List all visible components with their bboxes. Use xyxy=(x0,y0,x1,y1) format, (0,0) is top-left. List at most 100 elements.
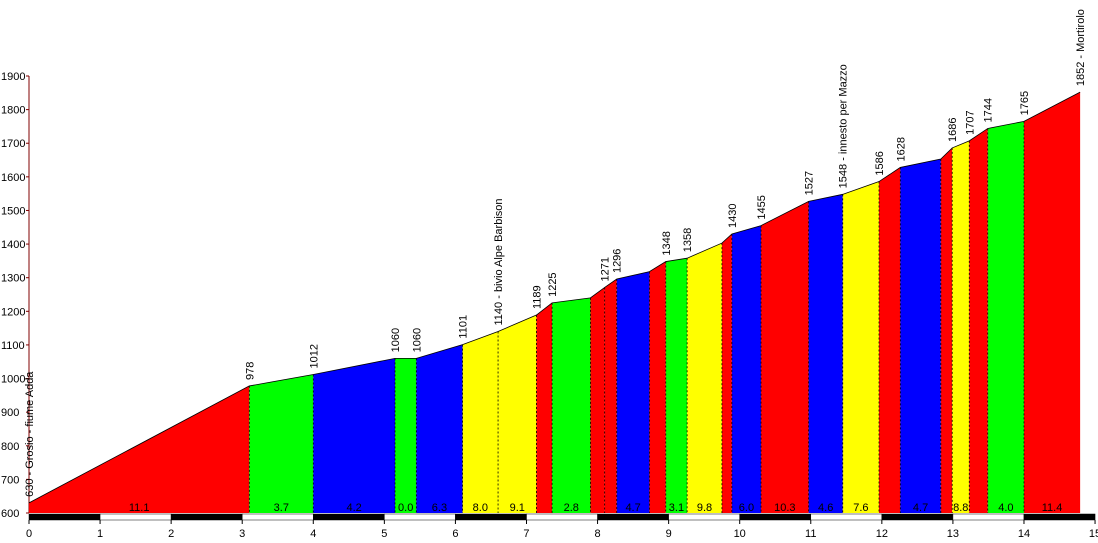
elevation-label: 1527 xyxy=(804,171,816,195)
y-tick-label: 1000 xyxy=(1,374,25,386)
grade-label: 6.0 xyxy=(739,502,754,514)
x-tick-label: 15 xyxy=(1089,528,1098,540)
segment xyxy=(878,167,901,514)
x-tick-label: 13 xyxy=(947,528,959,540)
grade-label: 4.7 xyxy=(625,502,640,514)
grade-label: 3.1 xyxy=(669,502,684,514)
segment xyxy=(900,159,941,513)
km-bar xyxy=(384,513,456,521)
elevation-label: 1225 xyxy=(547,272,559,296)
elevation-label: 1348 xyxy=(661,231,673,255)
segment xyxy=(969,128,988,513)
y-tick-label: 1800 xyxy=(1,105,25,117)
segment xyxy=(498,315,537,513)
segment xyxy=(552,297,591,513)
segment xyxy=(940,147,953,513)
km-bar xyxy=(810,513,883,521)
km-bar xyxy=(28,513,101,521)
grade-label: 8.8 xyxy=(953,502,968,514)
y-tick-label: 600 xyxy=(1,508,19,520)
segment xyxy=(536,302,553,513)
grade-label: 3.7 xyxy=(274,502,289,514)
grade-label: 11.1 xyxy=(129,502,150,514)
segment xyxy=(1023,92,1081,514)
segment xyxy=(665,258,688,513)
profile-line xyxy=(28,91,1081,504)
x-tick-label: 8 xyxy=(594,528,600,540)
elevation-label: 1586 xyxy=(874,151,886,175)
grade-label: 9.8 xyxy=(697,502,712,514)
segment xyxy=(987,121,1024,513)
y-tick-label: 1600 xyxy=(1,172,25,184)
segment xyxy=(604,279,617,513)
segment xyxy=(29,385,250,513)
km-bar xyxy=(1023,513,1096,521)
x-tick-label: 2 xyxy=(168,528,174,540)
grade-label: 11.4 xyxy=(1042,502,1063,514)
y-tick-label: 1500 xyxy=(1,205,25,217)
km-bar xyxy=(739,513,812,521)
segment xyxy=(687,243,722,513)
segment xyxy=(590,287,605,513)
x-tick-label: 11 xyxy=(805,528,816,540)
elevation-label: 978 xyxy=(244,362,256,380)
segment xyxy=(952,140,970,513)
grade-label: 10.3 xyxy=(774,502,795,514)
grade-label: 4.2 xyxy=(346,502,361,514)
km-bar xyxy=(99,513,172,521)
elevation-label: 1012 xyxy=(308,344,320,368)
segment xyxy=(731,225,762,514)
y-tick-label: 1900 xyxy=(1,71,25,83)
y-tick-label: 1400 xyxy=(1,239,25,251)
segment xyxy=(761,201,809,514)
km-bar xyxy=(952,513,1025,521)
km-bar xyxy=(241,513,314,521)
y-tick-label: 800 xyxy=(1,441,19,453)
elevation-label: 1548 - innesto per Mazzo xyxy=(838,64,850,188)
elevation-label: 1430 xyxy=(727,204,739,228)
km-bar xyxy=(313,513,385,521)
elevation-label: 1271 xyxy=(600,257,612,281)
x-tick-label: 10 xyxy=(734,528,746,540)
y-tick-label: 700 xyxy=(1,474,19,486)
grade-label: 6.3 xyxy=(432,502,447,514)
elevation-label: 1686 xyxy=(947,117,959,141)
km-bar xyxy=(526,513,598,521)
grade-label: 4.7 xyxy=(913,502,928,514)
y-tick-label: 1200 xyxy=(1,306,25,318)
elevation-label: 1628 xyxy=(895,137,907,161)
x-tick-label: 9 xyxy=(666,528,672,540)
grade-label: 4.6 xyxy=(818,502,833,514)
x-tick-label: 0 xyxy=(26,528,32,540)
segment xyxy=(649,261,666,513)
segment xyxy=(616,271,650,513)
elevation-label: 1765 xyxy=(1019,91,1031,115)
grade-label: 2.8 xyxy=(564,502,579,514)
elevation-label: 1744 xyxy=(983,98,995,122)
segment xyxy=(842,181,879,513)
elevation-label: 1060 xyxy=(390,328,402,352)
segment xyxy=(249,374,314,513)
elevation-label: 1707 xyxy=(964,110,976,134)
y-tick-label: 1100 xyxy=(1,340,25,352)
elevation-label: 1455 xyxy=(756,195,768,219)
elevation-label: 1140 - bivio Alpe Barbison xyxy=(493,198,505,325)
segment xyxy=(808,194,843,513)
x-tick-label: 3 xyxy=(239,528,245,540)
y-tick-label: 1700 xyxy=(1,138,25,150)
y-tick-label: 1300 xyxy=(1,273,25,285)
x-tick-label: 5 xyxy=(381,528,387,540)
x-tick-label: 4 xyxy=(310,528,316,540)
elevation-label: 1852 - Mortirolo xyxy=(1075,9,1087,86)
elevation-label: 1296 xyxy=(612,249,624,273)
segment xyxy=(416,344,463,513)
km-bar xyxy=(170,513,243,521)
x-tick-label: 7 xyxy=(523,528,529,540)
km-bar xyxy=(455,513,527,521)
x-tick-label: 1 xyxy=(97,528,103,540)
x-tick-label: 6 xyxy=(452,528,458,540)
grade-label: 9.1 xyxy=(510,502,525,514)
elevation-label: 1358 xyxy=(682,228,694,252)
km-bar xyxy=(597,513,669,521)
